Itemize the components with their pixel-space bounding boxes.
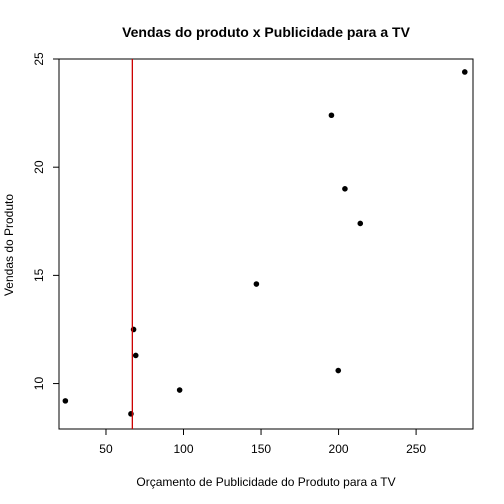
x-axis: 50 100 150 200 250 [99,429,426,456]
x-tick-label: 250 [406,442,426,456]
data-point [461,69,468,75]
data-point [357,220,364,227]
x-tick-label: 150 [251,442,271,456]
data-point [132,352,139,359]
y-tick-label: 15 [32,268,46,282]
data-point [328,112,335,119]
data-point [342,186,348,192]
chart-title: Vendas do produto x Publicidade para a T… [122,24,410,40]
y-tick-label: 20 [32,160,46,174]
y-tick-label: 25 [32,52,46,66]
y-axis: 10 15 20 25 [32,52,59,390]
data-point [130,326,137,333]
data-point [62,398,69,404]
y-axis-label: Vendas do Produto [2,194,16,296]
y-tick-label: 10 [32,377,46,391]
data-point [335,367,342,374]
x-tick-label: 200 [329,442,349,456]
x-axis-label: Orçamento de Publicidade do Produto para… [136,475,395,489]
x-tick-label: 100 [173,442,193,456]
data-point [176,387,183,393]
data-point [253,281,260,287]
data-points [62,69,468,417]
plot-frame [58,58,474,430]
x-tick-label: 50 [99,442,113,456]
